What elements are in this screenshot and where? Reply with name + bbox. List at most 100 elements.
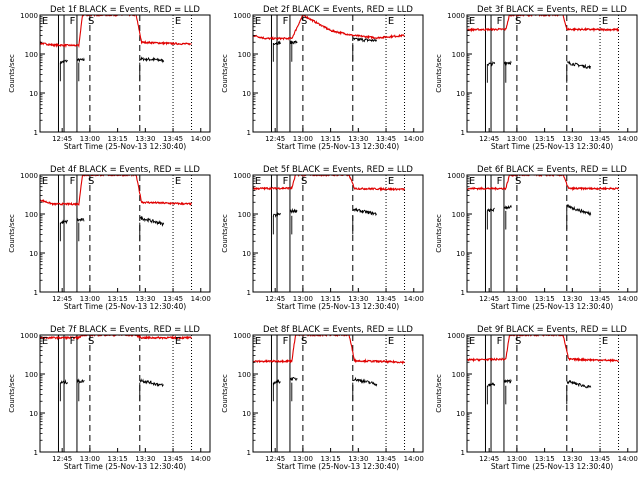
series-lld-red: [40, 175, 192, 207]
series-events-black: [486, 203, 592, 217]
x-tick-label: 12:45: [265, 295, 285, 303]
marker-letter: S: [515, 176, 521, 187]
x-tick-label: 14:00: [191, 295, 211, 303]
marker-letter: S: [88, 176, 94, 187]
y-tick-label: 100: [25, 371, 38, 379]
x-axis-label: Start Time (25-Nov-13 12:30:40): [277, 302, 399, 311]
x-tick-label: 12:45: [52, 295, 72, 303]
y-tick-label: 1000: [447, 332, 465, 340]
panel-title: Det 5f BLACK = Events, RED = LLD: [263, 165, 413, 175]
y-tick-label: 1: [34, 129, 38, 137]
x-tick-label: 13:45: [163, 455, 183, 463]
x-axis-label: Start Time (25-Nov-13 12:30:40): [64, 462, 186, 471]
y-axis-label: Counts/sec: [435, 54, 443, 93]
plot-frame: [252, 334, 424, 453]
plot-frame: [39, 14, 211, 133]
y-axis-label: Counts/sec: [221, 214, 229, 253]
x-tick-label: 13:15: [108, 135, 128, 143]
panel-det-1: Det 1f BLACK = Events, RED = LLD 1 10 100 10…: [8, 5, 211, 151]
marker-letter: E: [175, 336, 181, 347]
marker-letter: S: [515, 16, 521, 27]
plot-frame: [466, 14, 638, 133]
marker-letter: E: [388, 16, 394, 27]
x-tick-label: 12:45: [52, 135, 72, 143]
x-tick-label: 13:15: [108, 295, 128, 303]
y-tick-label: 100: [238, 51, 251, 59]
y-axis-label: Counts/sec: [221, 54, 229, 93]
panel-det-2: Det 2f BLACK = Events, RED = LLD 1 10 100 10…: [221, 5, 424, 151]
marker-letter: E: [255, 176, 261, 187]
y-tick-label: 1000: [447, 12, 465, 20]
y-tick-label: 1000: [447, 172, 465, 180]
y-tick-label: 100: [25, 211, 38, 219]
x-tick-label: 13:30: [562, 295, 582, 303]
series-lld-red: [467, 15, 620, 33]
marker-letter: S: [88, 336, 94, 347]
plot-area: [467, 15, 620, 132]
y-tick-label: 1: [34, 289, 38, 297]
x-tick-label: 13:45: [590, 295, 610, 303]
y-tick-label: 1000: [233, 12, 251, 20]
x-tick-label: 13:30: [135, 455, 155, 463]
marker-letter: E: [255, 16, 261, 27]
x-tick-label: 13:15: [321, 295, 341, 303]
x-axis-label: Start Time (25-Nov-13 12:30:40): [491, 462, 613, 471]
plot-frame: [252, 14, 424, 133]
x-tick-label: 13:30: [135, 295, 155, 303]
y-tick-label: 1000: [20, 172, 38, 180]
marker-letter: E: [469, 336, 475, 347]
panel-det-6: Det 6f BLACK = Events, RED = LLD 1 10 100 10…: [435, 165, 638, 311]
panel-det-4: Det 4f BLACK = Events, RED = LLD 1 10 100 10…: [8, 165, 211, 311]
x-tick-label: 13:00: [80, 135, 100, 143]
x-tick-label: 13:00: [507, 295, 527, 303]
x-tick-label: 12:45: [479, 295, 499, 303]
marker-letter: E: [602, 176, 608, 187]
x-tick-label: 13:00: [293, 455, 313, 463]
series-events-black: [272, 376, 378, 387]
marker-letter: E: [469, 176, 475, 187]
y-tick-label: 100: [452, 51, 465, 59]
y-tick-label: 10: [242, 90, 251, 98]
series-lld-red: [467, 175, 619, 192]
x-tick-label: 14:00: [618, 135, 638, 143]
plot-frame: [466, 334, 638, 453]
y-tick-label: 10: [242, 250, 251, 258]
y-tick-label: 1000: [20, 12, 38, 20]
x-tick-label: 14:00: [618, 295, 638, 303]
y-tick-label: 1000: [233, 172, 251, 180]
x-tick-label: 12:45: [52, 455, 72, 463]
x-axis-label: Start Time (25-Nov-13 12:30:40): [277, 462, 399, 471]
x-tick-label: 13:30: [348, 295, 368, 303]
panel-title: Det 4f BLACK = Events, RED = LLD: [50, 165, 200, 175]
marker-letter: F: [70, 176, 76, 187]
marker-letter: S: [301, 176, 307, 187]
series-lld-red: [40, 15, 192, 49]
x-axis-label: Start Time (25-Nov-13 12:30:40): [64, 142, 186, 151]
marker-letter: E: [602, 336, 608, 347]
y-axis-label: Counts/sec: [8, 214, 16, 253]
marker-letter: E: [255, 336, 261, 347]
plot-area: [40, 175, 193, 292]
x-tick-label: 14:00: [404, 135, 424, 143]
x-tick-label: 13:30: [562, 135, 582, 143]
y-axis-label: Counts/sec: [221, 374, 229, 413]
x-tick-label: 13:45: [163, 135, 183, 143]
y-tick-label: 10: [456, 250, 465, 258]
panel-title: Det 9f BLACK = Events, RED = LLD: [477, 325, 627, 335]
series-events-black: [59, 378, 164, 388]
x-tick-label: 13:00: [507, 455, 527, 463]
series-lld-red: [40, 335, 192, 341]
y-tick-label: 10: [456, 410, 465, 418]
y-tick-label: 10: [29, 90, 38, 98]
panel-title: Det 1f BLACK = Events, RED = LLD: [50, 5, 200, 15]
x-tick-label: 13:15: [108, 455, 128, 463]
x-tick-label: 14:00: [404, 295, 424, 303]
x-tick-label: 13:45: [590, 135, 610, 143]
plot-area: [253, 175, 406, 292]
series-events-black: [59, 215, 165, 227]
marker-letter: E: [42, 176, 48, 187]
x-tick-label: 12:45: [265, 455, 285, 463]
x-axis-label: Start Time (25-Nov-13 12:30:40): [491, 142, 613, 151]
x-tick-label: 14:00: [191, 135, 211, 143]
